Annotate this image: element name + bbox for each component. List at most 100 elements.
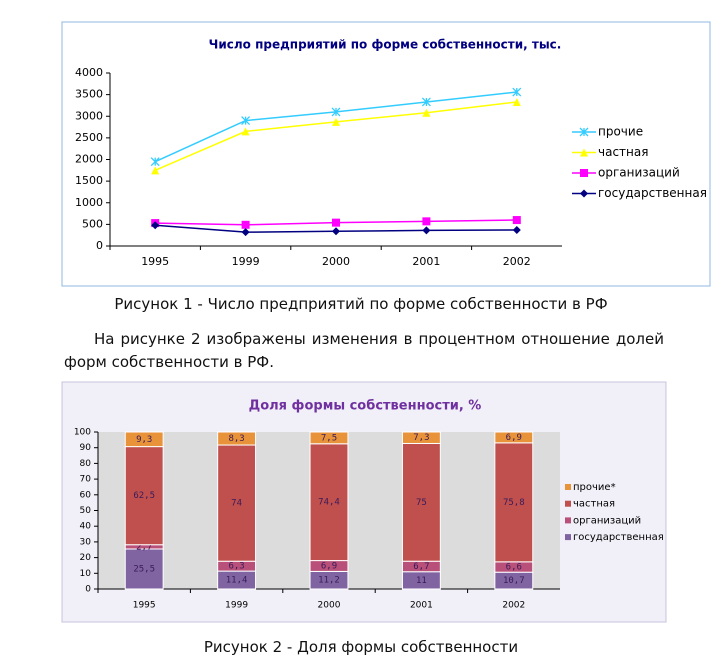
- data-label: 74: [231, 499, 242, 509]
- y-tick-label: 1000: [75, 196, 103, 209]
- x-tick-label: 2001: [410, 601, 433, 611]
- y-tick-label: 30: [80, 537, 92, 547]
- bar-segment: [309, 431, 349, 445]
- legend-swatch: [565, 517, 571, 524]
- legend-swatch: [565, 484, 571, 490]
- marker: [512, 97, 521, 106]
- data-label: 25,5: [133, 564, 155, 574]
- data-label: 74,4: [318, 498, 340, 508]
- y-tick-label: 90: [80, 443, 92, 453]
- paragraph: На рисунке 2 изображены изменения в проц…: [64, 330, 664, 371]
- bar-segment: [309, 443, 349, 562]
- y-tick-label: 3500: [75, 88, 103, 101]
- x-tick-label: 1995: [133, 601, 156, 611]
- marker: [241, 127, 250, 136]
- marker: [512, 87, 522, 97]
- y-tick-label: 3000: [75, 109, 103, 122]
- marker: [151, 166, 160, 175]
- marker: [422, 108, 431, 117]
- bar-segment: [217, 431, 257, 446]
- marker: [579, 127, 589, 137]
- data-label: 8,3: [228, 434, 244, 444]
- data-label: 62,5: [133, 491, 155, 501]
- data-label: 6,6: [506, 563, 522, 573]
- legend-label: прочие: [598, 125, 643, 139]
- data-label: 9,3: [136, 435, 152, 445]
- x-tick-label: 2000: [318, 601, 341, 611]
- legend-swatch: [565, 500, 571, 507]
- bar-segment: [494, 442, 534, 563]
- legend-label: частная: [598, 145, 648, 159]
- chart-title: Доля формы собственности, %: [249, 399, 482, 414]
- marker: [580, 148, 588, 157]
- y-tick-label: 1500: [75, 174, 103, 187]
- marker: [332, 227, 340, 236]
- y-tick-label: 60: [80, 490, 92, 500]
- bar-segment: [124, 431, 164, 448]
- x-tick-label: 1999: [225, 601, 248, 611]
- y-tick-label: 50: [80, 506, 92, 516]
- legend-label: прочие*: [573, 482, 616, 493]
- x-tick-label: 2002: [503, 255, 531, 268]
- marker: [512, 216, 521, 225]
- marker: [422, 226, 431, 235]
- data-label: 75,8: [503, 498, 525, 508]
- x-tick-label: 1995: [141, 255, 169, 268]
- marker: [422, 217, 431, 226]
- legend-label: государственная: [573, 532, 664, 543]
- marker: [150, 157, 160, 167]
- data-label: 6,7: [413, 562, 429, 572]
- y-tick-label: 4000: [75, 66, 103, 79]
- y-tick-label: 2500: [75, 131, 103, 144]
- legend-label: частная: [573, 499, 615, 510]
- data-label: 2,7: [136, 542, 152, 552]
- bar-segment: [124, 548, 164, 590]
- caption: Рисунок 2 - Доля формы собственности: [203, 638, 519, 656]
- data-label: 7,3: [413, 433, 429, 443]
- bar-segment: [124, 446, 164, 546]
- bar-segment: [401, 431, 441, 444]
- marker: [332, 218, 340, 227]
- data-label: 6,9: [506, 433, 522, 443]
- data-label: 11,2: [318, 576, 340, 586]
- y-tick-label: 0: [96, 239, 103, 252]
- data-label: 6,9: [321, 561, 337, 571]
- x-tick-label: 2001: [412, 255, 440, 268]
- chart-frame: [61, 21, 711, 287]
- x-tick-label: 2000: [322, 255, 350, 268]
- marker: [580, 169, 588, 177]
- marker: [580, 189, 588, 198]
- y-tick-label: 20: [80, 553, 92, 563]
- data-label: 11,4: [226, 576, 248, 586]
- y-tick-label: 80: [80, 459, 92, 469]
- chart-title: Число предприятий по форме собственности…: [209, 38, 562, 52]
- marker: [241, 228, 250, 237]
- bar-segment: [494, 431, 534, 444]
- y-tick-label: 40: [80, 522, 92, 532]
- legend-label: организаций: [573, 515, 641, 526]
- y-tick-label: 0: [85, 585, 91, 595]
- caption: Рисунок 1 - Число предприятий по форме с…: [114, 295, 608, 313]
- marker: [332, 117, 340, 126]
- y-tick-label: 70: [80, 475, 92, 485]
- y-tick-label: 500: [82, 217, 103, 230]
- marker: [241, 116, 251, 126]
- legend-swatch: [565, 534, 571, 541]
- data-label: 10,7: [503, 576, 525, 586]
- marker: [151, 221, 160, 230]
- bar-segment: [217, 444, 257, 562]
- data-label: 75: [416, 498, 427, 508]
- y-tick-label: 100: [74, 428, 91, 438]
- legend-label: государственная: [598, 186, 707, 200]
- data-label: 7,5: [321, 433, 337, 443]
- x-tick-label: 1999: [232, 255, 260, 268]
- y-tick-label: 2000: [75, 153, 103, 166]
- legend-label: организаций: [598, 166, 680, 180]
- data-label: 11: [416, 576, 427, 586]
- marker: [421, 97, 431, 107]
- marker: [512, 225, 521, 234]
- y-tick-label: 10: [80, 569, 92, 579]
- marker: [241, 220, 250, 229]
